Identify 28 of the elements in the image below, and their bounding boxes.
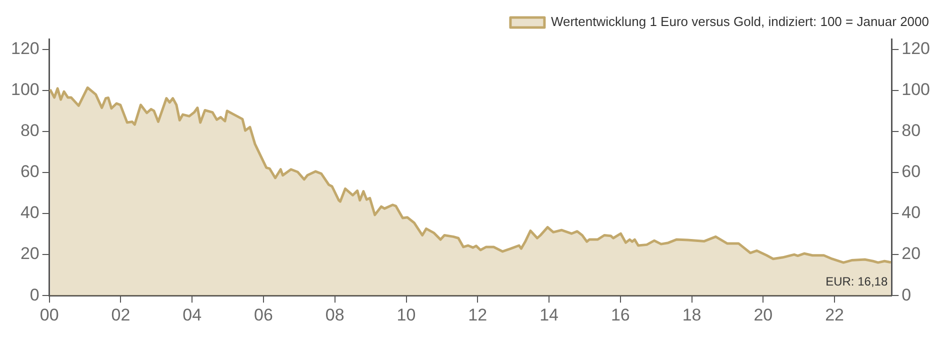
x-tick-label: 12 bbox=[468, 305, 488, 324]
x-tick-label: 00 bbox=[40, 305, 59, 324]
y-tick-label: 40 bbox=[20, 203, 40, 222]
legend-label: Wertentwicklung 1 Euro versus Gold, indiziert: 100 = Januar 2000 bbox=[550, 14, 930, 30]
x-tick-label: 16 bbox=[610, 305, 630, 324]
y2-tick-label: 20 bbox=[902, 244, 921, 264]
annotation: EUR: 16,18 bbox=[826, 274, 888, 289]
x-tick-label: 14 bbox=[540, 305, 558, 324]
x-tick-label: 04 bbox=[182, 305, 202, 324]
y2-tick-label: 60 bbox=[902, 162, 921, 182]
x-tick-label: 08 bbox=[325, 305, 344, 324]
y-tick-label: 80 bbox=[20, 121, 40, 140]
y2-tick-label: 80 bbox=[902, 121, 921, 140]
x-tick-label: 18 bbox=[682, 305, 702, 324]
y-tick-label: 60 bbox=[20, 162, 40, 182]
x-tick-label: 10 bbox=[396, 305, 416, 324]
x-tick-label: 22 bbox=[825, 305, 844, 324]
y-tick-label: 100 bbox=[10, 80, 40, 100]
y-tick-label: 20 bbox=[20, 244, 40, 264]
y2-tick-label: 0 bbox=[902, 285, 912, 304]
y-tick-label: 120 bbox=[10, 38, 40, 58]
y2-tick-label: 120 bbox=[902, 38, 930, 58]
x-tick-label: 02 bbox=[111, 305, 130, 324]
y2-tick-label: 40 bbox=[902, 203, 921, 222]
x-tick-label: 20 bbox=[754, 305, 773, 324]
y-tick-label: 0 bbox=[30, 285, 40, 304]
x-tick-label: 06 bbox=[254, 305, 273, 324]
y2-tick-label: 100 bbox=[902, 80, 930, 100]
